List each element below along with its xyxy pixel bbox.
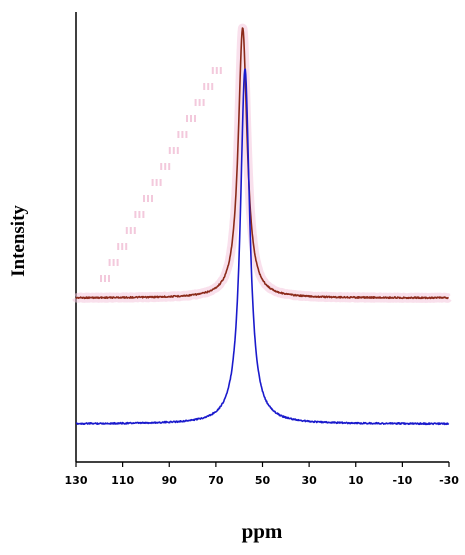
x-tick-label: 130 xyxy=(65,474,88,487)
series-layer xyxy=(71,23,453,426)
guide-dot xyxy=(125,227,128,234)
guide-dot xyxy=(147,195,149,202)
x-tick-label: 30 xyxy=(301,474,317,487)
guide-dot xyxy=(181,131,184,138)
guide-dot xyxy=(143,195,145,202)
guide-dot xyxy=(185,131,188,138)
guide-dot xyxy=(194,99,197,106)
guide-dot xyxy=(172,147,175,154)
guide-dot xyxy=(104,275,106,282)
guide-dot xyxy=(116,259,119,266)
guide-dot xyxy=(211,83,214,90)
guide-dot xyxy=(190,115,192,122)
guide-dot xyxy=(215,67,218,74)
series-1-glow xyxy=(71,23,453,303)
guide-dot xyxy=(108,275,110,282)
guide-dot xyxy=(168,163,171,170)
guide-dot xyxy=(108,259,111,266)
guide-dot xyxy=(121,243,124,250)
guide-dot xyxy=(117,243,120,250)
guide-dot xyxy=(186,115,188,122)
guide-dot xyxy=(207,83,210,90)
x-tick-label: 110 xyxy=(111,474,134,487)
guide-dot xyxy=(164,163,167,170)
guide-dot xyxy=(151,179,154,186)
guide-dot xyxy=(125,243,128,250)
guide-dot xyxy=(129,227,132,234)
series-2-line xyxy=(75,68,450,426)
guide-dot xyxy=(151,195,153,202)
guide-dot xyxy=(203,83,206,90)
x-tick-label: -10 xyxy=(392,474,412,487)
guide-dot xyxy=(142,211,145,218)
guide-dot xyxy=(112,259,115,266)
x-tick-label: -30 xyxy=(439,474,459,487)
guide-dot xyxy=(198,99,201,106)
guide-dot xyxy=(134,211,137,218)
guide-dot xyxy=(155,179,158,186)
x-tick-label: 70 xyxy=(208,474,224,487)
guide-dot xyxy=(176,147,179,154)
series-1-line xyxy=(75,27,449,300)
background-guide-dots xyxy=(100,67,222,282)
guide-dot xyxy=(159,179,162,186)
guide-dot xyxy=(160,163,163,170)
guide-dot xyxy=(211,67,214,74)
x-tick-label: 10 xyxy=(348,474,364,487)
guide-dot xyxy=(133,227,136,234)
guide-dot xyxy=(138,211,141,218)
guide-dot xyxy=(168,147,171,154)
guide-dot xyxy=(100,275,102,282)
guide-dot xyxy=(194,115,196,122)
x-axis-ticks: 130 110 90 70 50 30 10 -10 -30 xyxy=(65,462,459,487)
guide-dot xyxy=(177,131,180,138)
x-tick-label: 90 xyxy=(162,474,178,487)
guide-dot xyxy=(202,99,205,106)
guide-dot xyxy=(219,67,222,74)
x-axis-title: ppm xyxy=(242,519,283,543)
x-tick-label: 50 xyxy=(255,474,271,487)
y-axis-title: Intensity xyxy=(8,205,29,277)
